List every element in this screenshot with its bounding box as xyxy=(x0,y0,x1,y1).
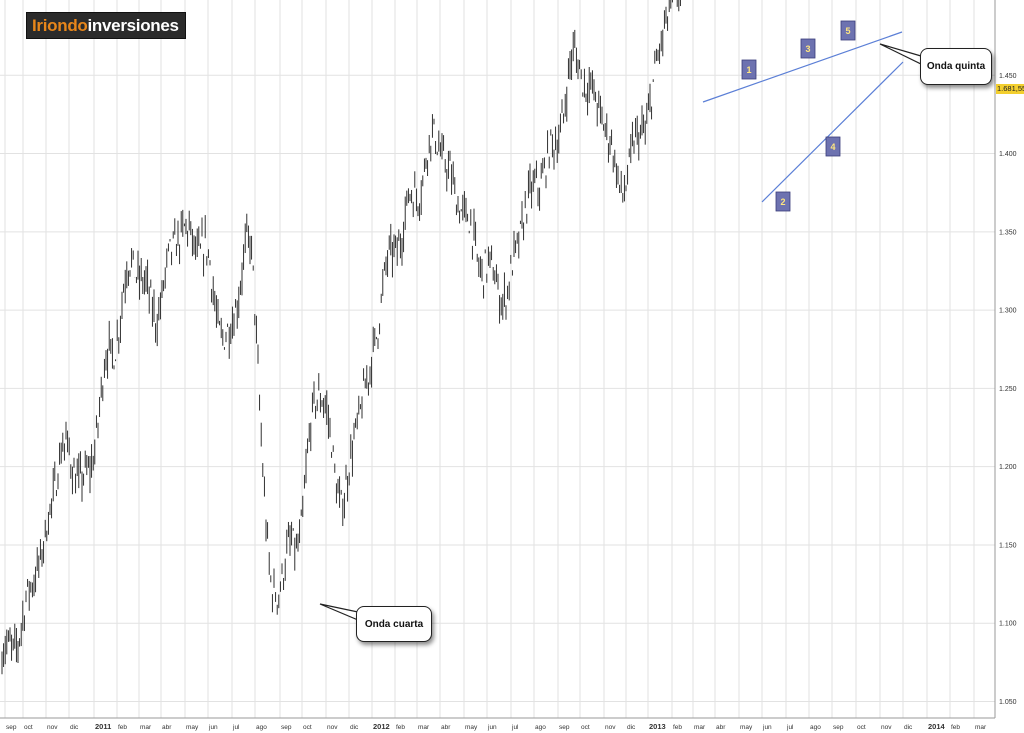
x-tick-label: 2011 xyxy=(95,722,111,731)
y-tick-label: 1.300 xyxy=(999,308,1017,315)
callout-onda-cuarta: Onda cuarta xyxy=(356,606,432,642)
callout-onda-cuarta-text: Onda cuarta xyxy=(364,618,424,630)
x-tick-label: dic xyxy=(350,724,359,731)
x-tick-label: nov xyxy=(605,724,616,731)
y-tick-label: 1.500 xyxy=(999,0,1020,1)
y-tick-label: 1.200 xyxy=(999,464,1017,471)
x-tick-label: mar xyxy=(140,724,152,731)
x-tick-label: ago xyxy=(535,724,546,731)
x-tick-label: nov xyxy=(327,724,338,731)
x-tick-label: jun xyxy=(208,724,218,731)
x-tick-label: ago xyxy=(256,724,267,731)
x-tick-label: sep xyxy=(559,724,570,731)
y-tick-label: 1.100 xyxy=(999,621,1017,628)
x-tick-label: 2014 xyxy=(928,722,946,731)
last-price-tag: 1.681,55 xyxy=(996,84,1024,94)
callout-pointers xyxy=(319,43,922,621)
wave-label: 4 xyxy=(830,142,835,152)
x-tick-label: jun xyxy=(762,724,772,731)
callout-onda-quinta: Onda quinta xyxy=(920,48,992,85)
x-tick-label: dic xyxy=(904,724,913,731)
x-tick-label: feb xyxy=(118,724,127,731)
wave-label: 1 xyxy=(746,65,751,75)
x-tick-label: 2013 xyxy=(649,722,666,731)
brand-logo: Iriondo inversiones xyxy=(26,12,186,39)
x-tick-label: jul xyxy=(786,724,794,731)
wave-box xyxy=(825,136,841,157)
y-tick-label: 1.350 xyxy=(999,229,1017,236)
wave-markers: 1 2 3 4 5 xyxy=(741,20,856,212)
wave-marker-5: 5 xyxy=(840,20,856,41)
trend-lines xyxy=(702,31,904,203)
x-tick-label: nov xyxy=(47,724,58,731)
upper-trendline xyxy=(702,31,903,103)
y-axis: 1.050 1.100 1.150 1.200 1.250 1.300 1.350 1.400… xyxy=(994,0,1020,718)
x-tick-label: ago xyxy=(810,724,821,731)
x-tick-label: mar xyxy=(694,724,706,731)
x-tick-label: oct xyxy=(857,724,866,731)
logo-part-1: Iriondo xyxy=(32,15,88,35)
x-tick-label: abr xyxy=(716,724,726,731)
x-axis: sep oct nov dic 2011 feb mar abr may jun jul ago sep… xyxy=(0,717,995,731)
price-series xyxy=(1,0,681,675)
logo-part-2: inversiones xyxy=(87,15,180,35)
y-tick-label: 1.150 xyxy=(999,542,1017,549)
x-tick-label: dic xyxy=(627,724,636,731)
wave-box xyxy=(741,59,757,80)
x-tick-label: oct xyxy=(303,724,312,731)
x-tick-label: feb xyxy=(951,724,960,731)
lower-trendline xyxy=(761,61,904,203)
x-tick-label: nov xyxy=(881,724,892,731)
x-tick-label: jun xyxy=(487,724,497,731)
x-tick-label: feb xyxy=(673,724,682,731)
wave-label: 3 xyxy=(805,44,810,54)
grid-lines xyxy=(0,0,995,718)
x-tick-label: jul xyxy=(511,724,519,731)
x-tick-label: mar xyxy=(418,724,430,731)
x-tick-label: may xyxy=(740,724,753,731)
wave-box xyxy=(775,191,791,212)
x-tick-label: abr xyxy=(441,724,451,731)
x-tick-label: jul xyxy=(232,724,240,731)
callout-quinta-pointer xyxy=(879,43,922,65)
wave-label: 5 xyxy=(845,26,850,36)
wave-marker-4: 4 xyxy=(825,136,841,157)
callout-onda-quinta-text: Onda quinta xyxy=(926,61,986,72)
x-tick-label: may xyxy=(465,724,478,731)
wave-label: 2 xyxy=(780,197,785,207)
wave-marker-1: 1 xyxy=(741,59,757,80)
x-tick-label: abr xyxy=(162,724,172,731)
x-tick-label: feb xyxy=(396,724,405,731)
x-tick-label: dic xyxy=(70,724,79,731)
y-tick-label: 1.250 xyxy=(999,386,1017,393)
x-tick-label: oct xyxy=(581,724,590,731)
x-tick-label: 2012 xyxy=(373,722,390,731)
y-tick-label: 1.050 xyxy=(999,699,1017,706)
x-tick-label: mar xyxy=(975,724,987,731)
wave-box xyxy=(800,38,816,59)
x-tick-label: sep xyxy=(6,724,17,731)
wave-marker-2: 2 xyxy=(775,191,791,212)
y-tick-label: 1.400 xyxy=(999,151,1017,158)
x-tick-label: may xyxy=(186,724,199,731)
wave-box xyxy=(840,20,856,41)
x-tick-label: sep xyxy=(281,724,292,731)
x-tick-label: sep xyxy=(833,724,844,731)
x-tick-label: oct xyxy=(24,724,33,731)
y-tick-label: 1.450 xyxy=(999,73,1017,80)
wave-marker-3: 3 xyxy=(800,38,816,59)
